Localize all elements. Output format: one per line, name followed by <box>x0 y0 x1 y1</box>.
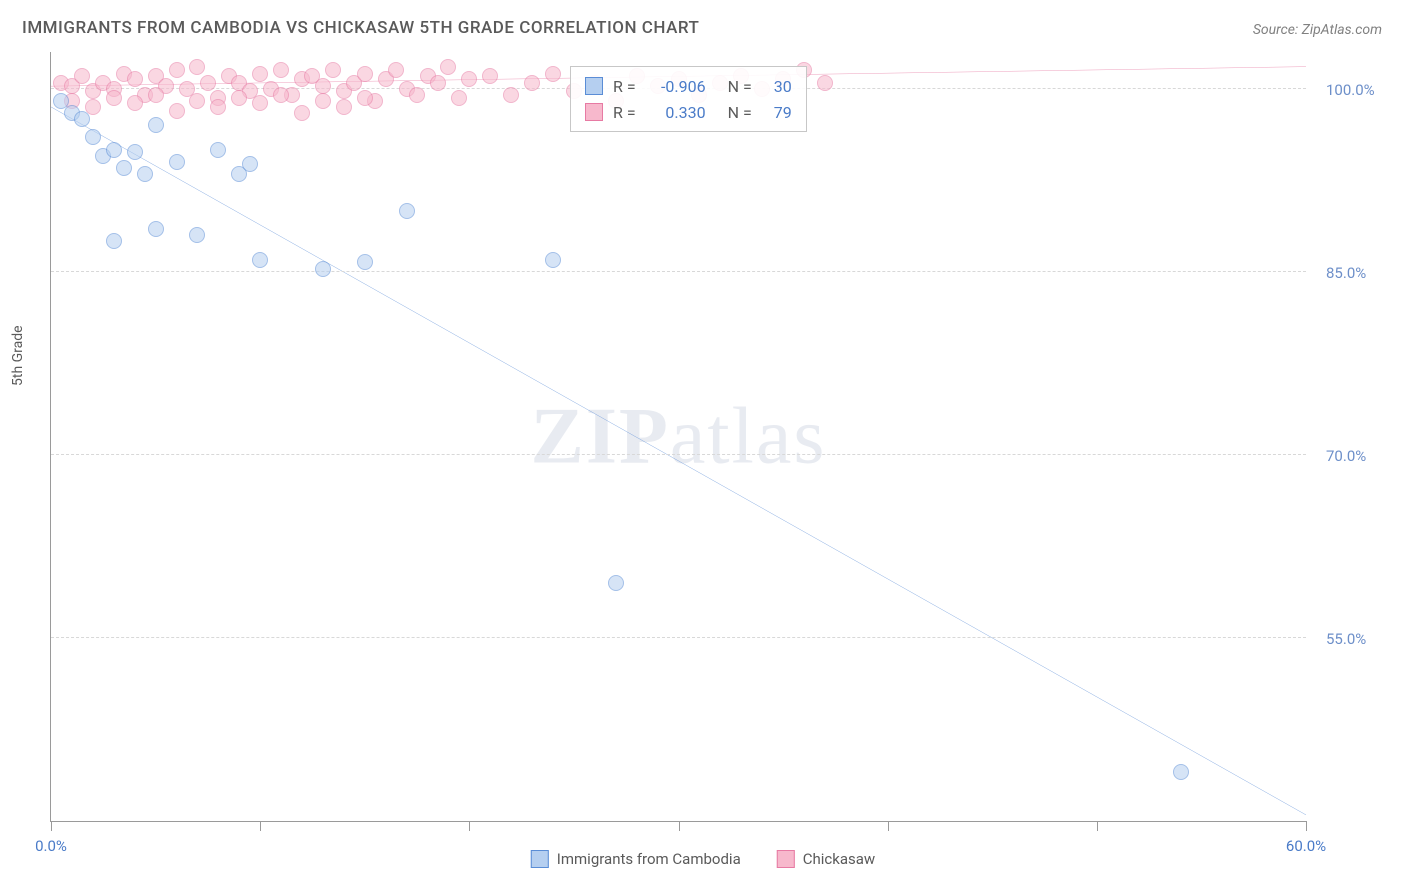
x-tick <box>1097 821 1098 831</box>
y-tick-label: 70.0% <box>1326 447 1366 465</box>
data-point <box>189 93 205 109</box>
data-point <box>210 142 226 158</box>
x-tick-label: 60.0% <box>1286 837 1326 855</box>
data-point <box>189 227 205 243</box>
legend-item: Chickasaw <box>777 850 875 868</box>
data-point <box>357 66 373 82</box>
data-point <box>482 68 498 84</box>
data-point <box>524 75 540 91</box>
data-point <box>252 252 268 268</box>
legend-label: Chickasaw <box>803 850 875 868</box>
data-point <box>106 90 122 106</box>
y-axis-label: 5th Grade <box>10 325 26 386</box>
source-attribution: Source: ZipAtlas.com <box>1253 22 1382 38</box>
data-point <box>273 87 289 103</box>
legend-item: Immigrants from Cambodia <box>531 850 741 868</box>
legend-swatch <box>585 103 603 121</box>
data-point <box>357 254 373 270</box>
x-tick <box>260 821 261 831</box>
data-point <box>210 99 226 115</box>
data-point <box>148 117 164 133</box>
data-point <box>399 203 415 219</box>
watermark: ZIPatlas <box>531 391 827 482</box>
x-tick <box>51 821 52 831</box>
data-point <box>608 575 624 591</box>
data-point <box>127 144 143 160</box>
data-point <box>74 68 90 84</box>
legend-label: Immigrants from Cambodia <box>557 850 741 868</box>
data-point <box>451 90 467 106</box>
data-point <box>116 160 132 176</box>
data-point <box>169 62 185 78</box>
x-tick <box>888 821 889 831</box>
data-point <box>388 62 404 78</box>
data-point <box>315 261 331 277</box>
data-point <box>336 99 352 115</box>
y-tick-label: 85.0% <box>1326 264 1366 282</box>
trend-line <box>51 107 1306 815</box>
data-point <box>231 90 247 106</box>
data-point <box>817 75 833 91</box>
r-label: R = <box>613 77 636 96</box>
x-tick <box>469 821 470 831</box>
data-point <box>106 233 122 249</box>
data-point <box>200 75 216 91</box>
data-point <box>545 252 561 268</box>
grid-line <box>51 454 1306 455</box>
data-point <box>189 59 205 75</box>
data-point <box>325 62 341 78</box>
legend-row: R = 0.330 N = 79 <box>585 99 792 125</box>
data-point <box>127 71 143 87</box>
data-point <box>242 156 258 172</box>
legend-row: R = -0.906 N = 30 <box>585 73 792 99</box>
n-label: N = <box>728 103 752 122</box>
data-point <box>106 142 122 158</box>
data-point <box>409 87 425 103</box>
data-point <box>252 95 268 111</box>
data-point <box>1173 764 1189 780</box>
data-point <box>169 154 185 170</box>
chart-title: IMMIGRANTS FROM CAMBODIA VS CHICKASAW 5T… <box>22 18 699 38</box>
data-point <box>85 129 101 145</box>
y-tick-label: 55.0% <box>1326 630 1366 648</box>
data-point <box>137 166 153 182</box>
data-point <box>148 221 164 237</box>
legend-swatch <box>585 77 603 95</box>
plot-area: ZIPatlas 55.0%70.0%85.0%100.0%0.0%60.0% <box>50 52 1306 822</box>
data-point <box>357 90 373 106</box>
correlation-legend: R = -0.906 N = 30 R = 0.330 N = 79 <box>570 66 807 132</box>
n-label: N = <box>728 77 752 96</box>
data-point <box>315 78 331 94</box>
data-point <box>315 93 331 109</box>
data-point <box>169 103 185 119</box>
x-tick <box>679 821 680 831</box>
legend-swatch <box>531 850 549 868</box>
r-value: -0.906 <box>646 77 706 96</box>
legend-swatch <box>777 850 795 868</box>
y-tick-label: 100.0% <box>1326 81 1375 99</box>
r-value: 0.330 <box>646 103 706 122</box>
data-point <box>430 75 446 91</box>
data-point <box>252 66 268 82</box>
data-point <box>545 66 561 82</box>
x-tick-label: 0.0% <box>35 837 67 855</box>
data-point <box>273 62 289 78</box>
n-value: 30 <box>762 77 792 96</box>
data-point <box>74 111 90 127</box>
data-point <box>440 59 456 75</box>
grid-line <box>51 637 1306 638</box>
data-point <box>503 87 519 103</box>
n-value: 79 <box>762 103 792 122</box>
data-point <box>461 71 477 87</box>
data-point <box>127 95 143 111</box>
grid-line <box>51 271 1306 272</box>
data-point <box>148 87 164 103</box>
data-point <box>294 105 310 121</box>
r-label: R = <box>613 103 636 122</box>
series-legend: Immigrants from Cambodia Chickasaw <box>531 850 875 868</box>
x-tick <box>1306 821 1307 831</box>
